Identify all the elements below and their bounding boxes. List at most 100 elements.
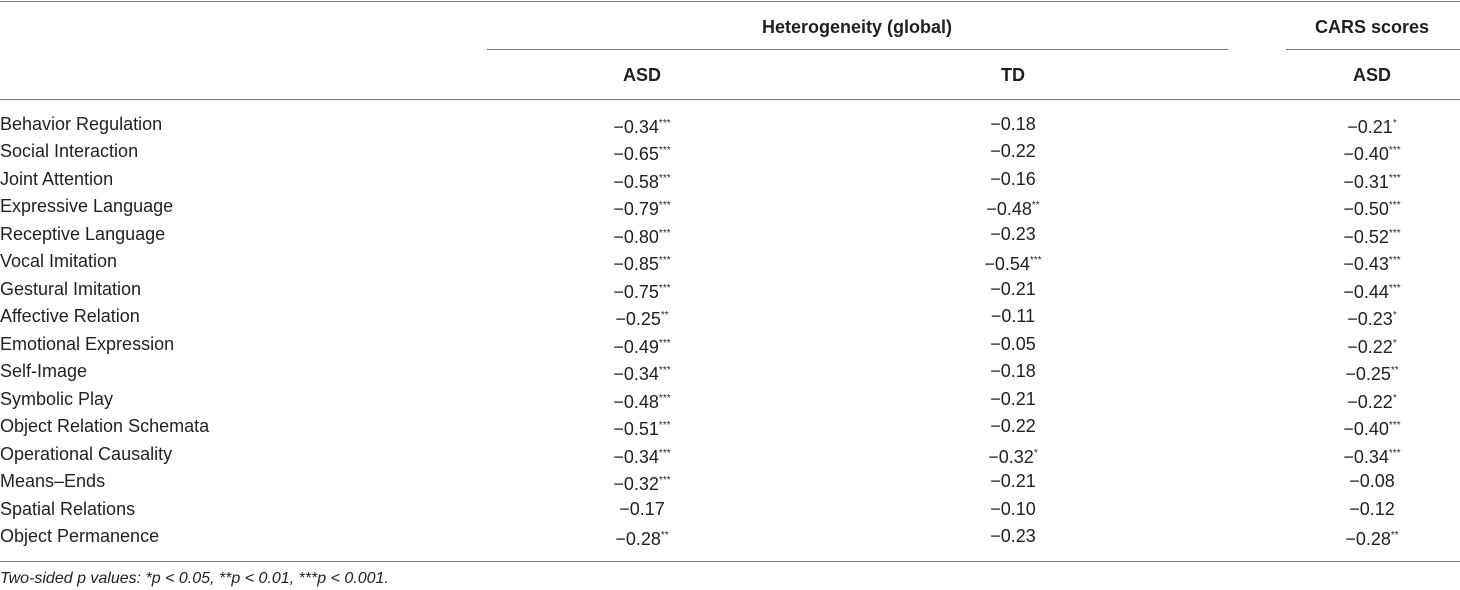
cell: −0.31*** — [1343, 168, 1400, 193]
cell: −0.34*** — [613, 443, 670, 468]
cell-value: −0.21 — [990, 278, 1036, 299]
cell: −0.79*** — [613, 195, 670, 220]
cell: −0.40*** — [1343, 140, 1400, 165]
top-rule — [0, 1, 1460, 2]
cell-value: −0.32 — [988, 446, 1034, 467]
cell: −0.34*** — [613, 113, 670, 138]
column-header: TD — [1001, 65, 1025, 85]
cell-value: −0.22 — [1347, 336, 1393, 357]
row-label: Object Relation Schemata — [0, 416, 210, 437]
significance: * — [1392, 118, 1397, 129]
bottom-rule — [0, 561, 1460, 562]
significance: *** — [1388, 145, 1401, 157]
cell-value: −0.43 — [1343, 254, 1389, 275]
cell-value: −0.05 — [990, 333, 1036, 354]
cell: −0.49*** — [613, 333, 670, 358]
cell: −0.48** — [986, 195, 1039, 220]
cell-value: −0.80 — [613, 226, 659, 247]
cell-value: −0.16 — [990, 168, 1036, 189]
cell-value: −0.54 — [984, 254, 1030, 275]
row-label: Expressive Language — [0, 196, 174, 217]
significance: *** — [658, 145, 671, 157]
column-header: ASD — [1352, 65, 1392, 85]
significance: *** — [658, 365, 671, 377]
significance: * — [1392, 310, 1397, 322]
cell: −0.23* — [1347, 305, 1396, 330]
cell-value: −0.51 — [613, 419, 659, 440]
cell-value: −0.85 — [613, 254, 659, 275]
cell: −0.32*** — [613, 470, 670, 495]
significance: * — [1033, 447, 1038, 459]
cell: −0.43*** — [1343, 250, 1400, 275]
significance: *** — [658, 337, 671, 349]
cell-value: −0.49 — [613, 336, 659, 357]
row-label: Emotional Expression — [0, 333, 175, 354]
cell-value: −0.22 — [1347, 391, 1393, 412]
significance: *** — [1388, 447, 1401, 459]
cell: −0.23 — [990, 223, 1036, 245]
group-rule — [1286, 49, 1460, 50]
cell: −0.18 — [990, 113, 1036, 135]
significance: *** — [658, 447, 671, 459]
significance: ** — [1390, 365, 1399, 377]
cell: −0.52*** — [1343, 223, 1400, 248]
row-label: Affective Relation — [0, 306, 140, 327]
cell: −0.75*** — [613, 278, 670, 303]
cell-value: −0.22 — [990, 416, 1036, 437]
significance: *** — [658, 118, 671, 129]
row-label: Means–Ends — [0, 471, 106, 492]
row-label: Symbolic Play — [0, 388, 114, 409]
cell-value: −0.10 — [990, 498, 1036, 519]
significance: *** — [1388, 227, 1401, 239]
row-label: Self-Image — [0, 361, 88, 382]
cell-value: −0.21 — [1347, 117, 1393, 137]
cell-value: −0.18 — [990, 361, 1036, 382]
group-rule — [487, 49, 1228, 50]
cell-value: −0.58 — [613, 171, 659, 192]
significance: ** — [1031, 200, 1040, 212]
significance: * — [1392, 337, 1397, 349]
cell-value: −0.79 — [613, 199, 659, 220]
row-label: Social Interaction — [0, 141, 139, 162]
cell: −0.50*** — [1343, 195, 1400, 220]
significance: ** — [1390, 530, 1399, 542]
cell: −0.54*** — [984, 250, 1041, 275]
significance: ** — [660, 310, 669, 322]
cell: −0.21 — [990, 470, 1036, 492]
cell-value: −0.48 — [986, 199, 1032, 220]
cell: −0.08 — [1349, 470, 1395, 492]
cell-value: −0.34 — [1343, 446, 1389, 467]
cell-value: −0.21 — [990, 471, 1036, 492]
cell: −0.21* — [1347, 113, 1396, 138]
significance: *** — [658, 282, 671, 294]
cell: −0.21 — [990, 388, 1036, 410]
row-label: Object Permanence — [0, 526, 160, 547]
cell: −0.34*** — [1343, 443, 1400, 468]
cell-value: −0.12 — [1349, 498, 1395, 519]
significance: *** — [658, 475, 671, 487]
significance: *** — [658, 392, 671, 404]
cell-value: −0.31 — [1343, 171, 1389, 192]
cell: −0.58*** — [613, 168, 670, 193]
significance: *** — [1388, 282, 1401, 294]
cell-value: −0.65 — [613, 144, 659, 165]
significance: * — [1392, 392, 1397, 404]
column-header: ASD — [622, 65, 662, 85]
significance: *** — [658, 172, 671, 184]
cell: −0.40*** — [1343, 415, 1400, 440]
cell: −0.11 — [991, 305, 1035, 327]
cell: −0.80*** — [613, 223, 670, 248]
row-label: Behavior Regulation — [0, 114, 163, 134]
significance: *** — [1388, 172, 1401, 184]
cell-value: −0.17 — [619, 498, 665, 519]
cell-value: −0.34 — [613, 364, 659, 385]
cell-value: −0.25 — [615, 309, 661, 330]
cell-value: −0.28 — [1345, 529, 1391, 550]
cell: −0.17 — [619, 498, 665, 520]
cell: −0.44*** — [1343, 278, 1400, 303]
significance: *** — [658, 420, 671, 432]
cell-value: −0.28 — [615, 529, 661, 550]
cell: −0.32* — [988, 443, 1037, 468]
row-label: Receptive Language — [0, 223, 166, 244]
